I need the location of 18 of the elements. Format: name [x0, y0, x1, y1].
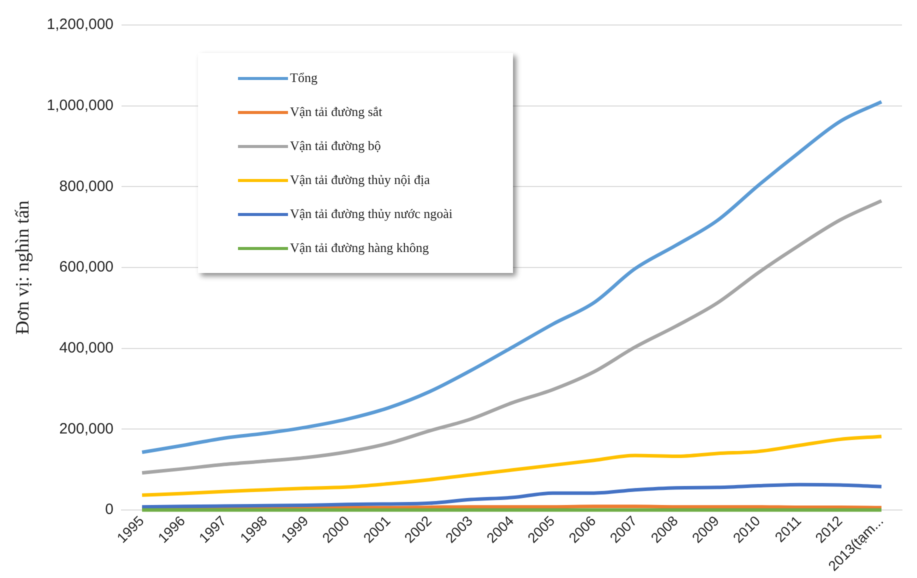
y-tick-label: 0	[105, 501, 114, 518]
legend-label: Tổng	[290, 70, 318, 86]
y-tick-label: 600,000	[59, 258, 114, 276]
legend-label: Vận tải đường sắt	[290, 104, 382, 120]
y-tick-label: 1,000,000	[46, 96, 114, 114]
y-tick-label: 400,000	[59, 340, 114, 357]
legend-label: Vận tải đường thủy nước ngoài	[290, 206, 453, 222]
y-axis-title: Đơn vị: nghìn tấn	[12, 200, 34, 335]
line-series	[140, 434, 884, 497]
legend-label: Vận tải đường thủy nội địa	[290, 172, 430, 188]
y-tick-label: 800,000	[59, 178, 114, 195]
line-series	[140, 100, 884, 454]
legend-label: Vận tải đường bộ	[290, 138, 381, 154]
legend-label: Vận tải đường hàng không	[290, 240, 429, 256]
y-tick-label: 200,000	[59, 420, 114, 438]
line-series	[140, 482, 884, 509]
y-tick-label: 1,200,000	[46, 16, 114, 34]
line-series	[140, 199, 884, 475]
